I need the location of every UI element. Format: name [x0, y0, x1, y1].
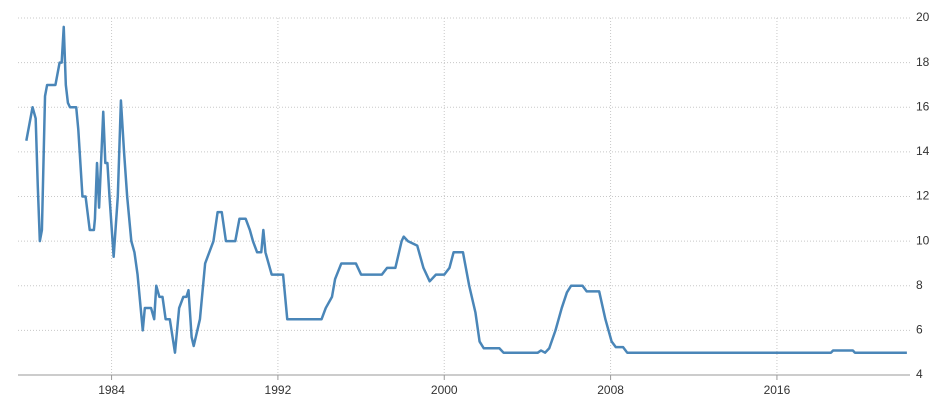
y-tick-label: 4: [916, 367, 923, 381]
x-tick-label: 2000: [431, 383, 458, 397]
y-tick-label: 12: [916, 189, 930, 203]
x-tick-label: 1984: [98, 383, 125, 397]
y-tick-label: 18: [916, 55, 930, 69]
y-tick-label: 14: [916, 144, 930, 158]
y-tick-label: 20: [916, 10, 930, 24]
line-series: [25, 25, 907, 354]
y-tick-label: 6: [916, 323, 923, 337]
x-tick-label: 2016: [764, 383, 791, 397]
y-tick-label: 10: [916, 233, 930, 247]
x-tick-label: 2008: [597, 383, 624, 397]
y-tick-label: 8: [916, 278, 923, 292]
x-tick-label: 1992: [265, 383, 292, 397]
y-tick-label: 16: [916, 99, 930, 113]
